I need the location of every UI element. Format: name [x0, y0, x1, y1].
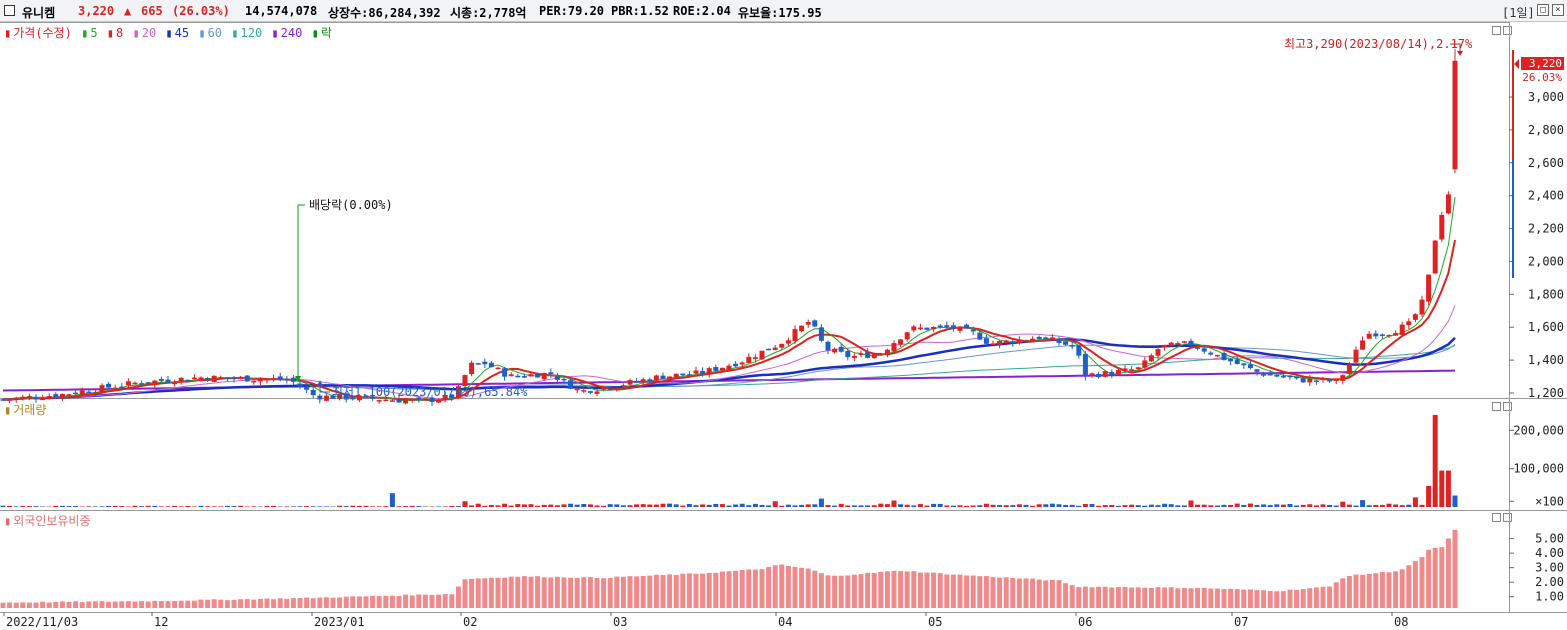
price-change-percent: (26.03%) — [172, 4, 230, 18]
price-legend-label: 가격(수정) — [13, 26, 72, 40]
foreign-legend-label: 외국인보유비중 — [13, 514, 91, 528]
listed-shares: 상장수:86,284,392 — [328, 6, 441, 20]
date-tick-label: 2022/11/03 — [6, 615, 78, 629]
price-legend: ▮ 가격(수정) ▮ 5 ▮ 8 ▮ 20 ▮ 45 ▮ 60 ▮ 120 ▮ 240 ▮ 락 — [4, 26, 332, 40]
stock-header: 유니켐 3,220 ▲ 665 (26.03%) 14,574,078 상장수:… — [0, 0, 1567, 22]
pbr-value: PBR:1.52 — [611, 4, 669, 18]
current-price-badge-text: 3,220 — [1529, 57, 1562, 70]
date-tick-label: 03 — [613, 615, 627, 629]
price-tick-label: 1,400 — [1528, 353, 1564, 367]
roe-value: ROE:2.04 — [673, 4, 731, 18]
foreign-tick-label: 3.00 — [1535, 561, 1564, 575]
pane-minimize-icon[interactable] — [1492, 26, 1501, 35]
volume-tick-label: 200,000 — [1513, 423, 1564, 437]
close-icon[interactable]: × — [1552, 4, 1564, 16]
current-price-badge — [1521, 57, 1564, 70]
foreign-pane-minimize-icon[interactable] — [1492, 513, 1501, 522]
date-tick-label: 02 — [463, 615, 477, 629]
date-tick-label: 2023/01 — [314, 615, 365, 629]
volume-pane-minimize-icon[interactable] — [1492, 402, 1501, 411]
foreign-tick-label: 5.00 — [1535, 532, 1564, 546]
volume-legend: ▮ 거래량 — [4, 403, 47, 417]
ma8-label: 8 — [116, 26, 124, 40]
foreign-tick-label: 1.00 — [1535, 590, 1564, 604]
pane-close-icon[interactable] — [1503, 26, 1512, 35]
price-change: 665 — [141, 4, 163, 18]
volume-pane-close-icon[interactable] — [1503, 402, 1512, 411]
volume-tick-label: ×100 — [1535, 494, 1564, 508]
volume-tick-label: 100,000 — [1513, 462, 1564, 476]
foreign-tick-label: 4.00 — [1535, 546, 1564, 560]
price-tick-label: 3,000 — [1528, 90, 1564, 104]
date-tick-label: 05 — [928, 615, 942, 629]
ma240-label: 240 — [280, 26, 303, 40]
ma120-label: 120 — [240, 26, 263, 40]
date-tick-label: 12 — [154, 615, 168, 629]
price-pane: ▮ 가격(수정) ▮ 5 ▮ 8 ▮ 20 ▮ 45 ▮ 60 ▮ 120 ▮ 240 ▮ 락 — [0, 22, 1512, 398]
foreign-tick-label: 2.00 — [1535, 575, 1564, 589]
volume-legend-label: 거래량 — [13, 403, 47, 417]
price-tick-label: 1,200 — [1528, 386, 1564, 400]
price-tick-label: 2,000 — [1528, 254, 1564, 268]
price-tick-label: 1,600 — [1528, 320, 1564, 334]
date-tick-label: 06 — [1078, 615, 1092, 629]
ma20-label: 20 — [141, 26, 157, 40]
trade-volume: 14,574,078 — [245, 4, 318, 18]
ex-dividend-label: 락 — [320, 26, 332, 40]
market-cap: 시총:2,778억 — [450, 6, 527, 20]
current-price-pointer-icon — [1514, 59, 1519, 69]
maximize-icon[interactable]: □ — [1537, 4, 1549, 16]
date-tick-label: 04 — [778, 615, 792, 629]
foreign-pane: ▮ 외국인보유비중 — [0, 510, 1512, 612]
date-tick-label: 08 — [1394, 615, 1408, 629]
price-tick-label: 2,800 — [1528, 123, 1564, 137]
ma60-label: 60 — [207, 26, 223, 40]
current-change-percent-text: 26.03% — [1522, 71, 1562, 84]
select-checkbox[interactable] — [4, 5, 15, 16]
ma5-label: 5 — [90, 26, 98, 40]
volume-pane: ▮ 거래량 — [0, 398, 1512, 510]
reserve-ratio: 유보율:175.95 — [738, 6, 822, 20]
price-tick-label: 2,400 — [1528, 189, 1564, 203]
price-tick-label: 1,800 — [1528, 287, 1564, 301]
current-price: 3,220 — [78, 4, 115, 18]
price-tick-label: 2,600 — [1528, 156, 1564, 170]
price-tick-label: 2,200 — [1528, 222, 1564, 236]
up-arrow-icon: ▲ — [124, 4, 132, 18]
ma45-label: 45 — [174, 26, 190, 40]
foreign-legend: ▮ 외국인보유비중 — [4, 514, 91, 528]
date-tick-label: 07 — [1234, 615, 1248, 629]
period-selector[interactable]: [1일] — [1502, 6, 1535, 20]
stock-name[interactable]: 유니켐 — [22, 6, 56, 20]
foreign-pane-close-icon[interactable] — [1503, 513, 1512, 522]
per-value: PER:79.20 — [539, 4, 605, 18]
